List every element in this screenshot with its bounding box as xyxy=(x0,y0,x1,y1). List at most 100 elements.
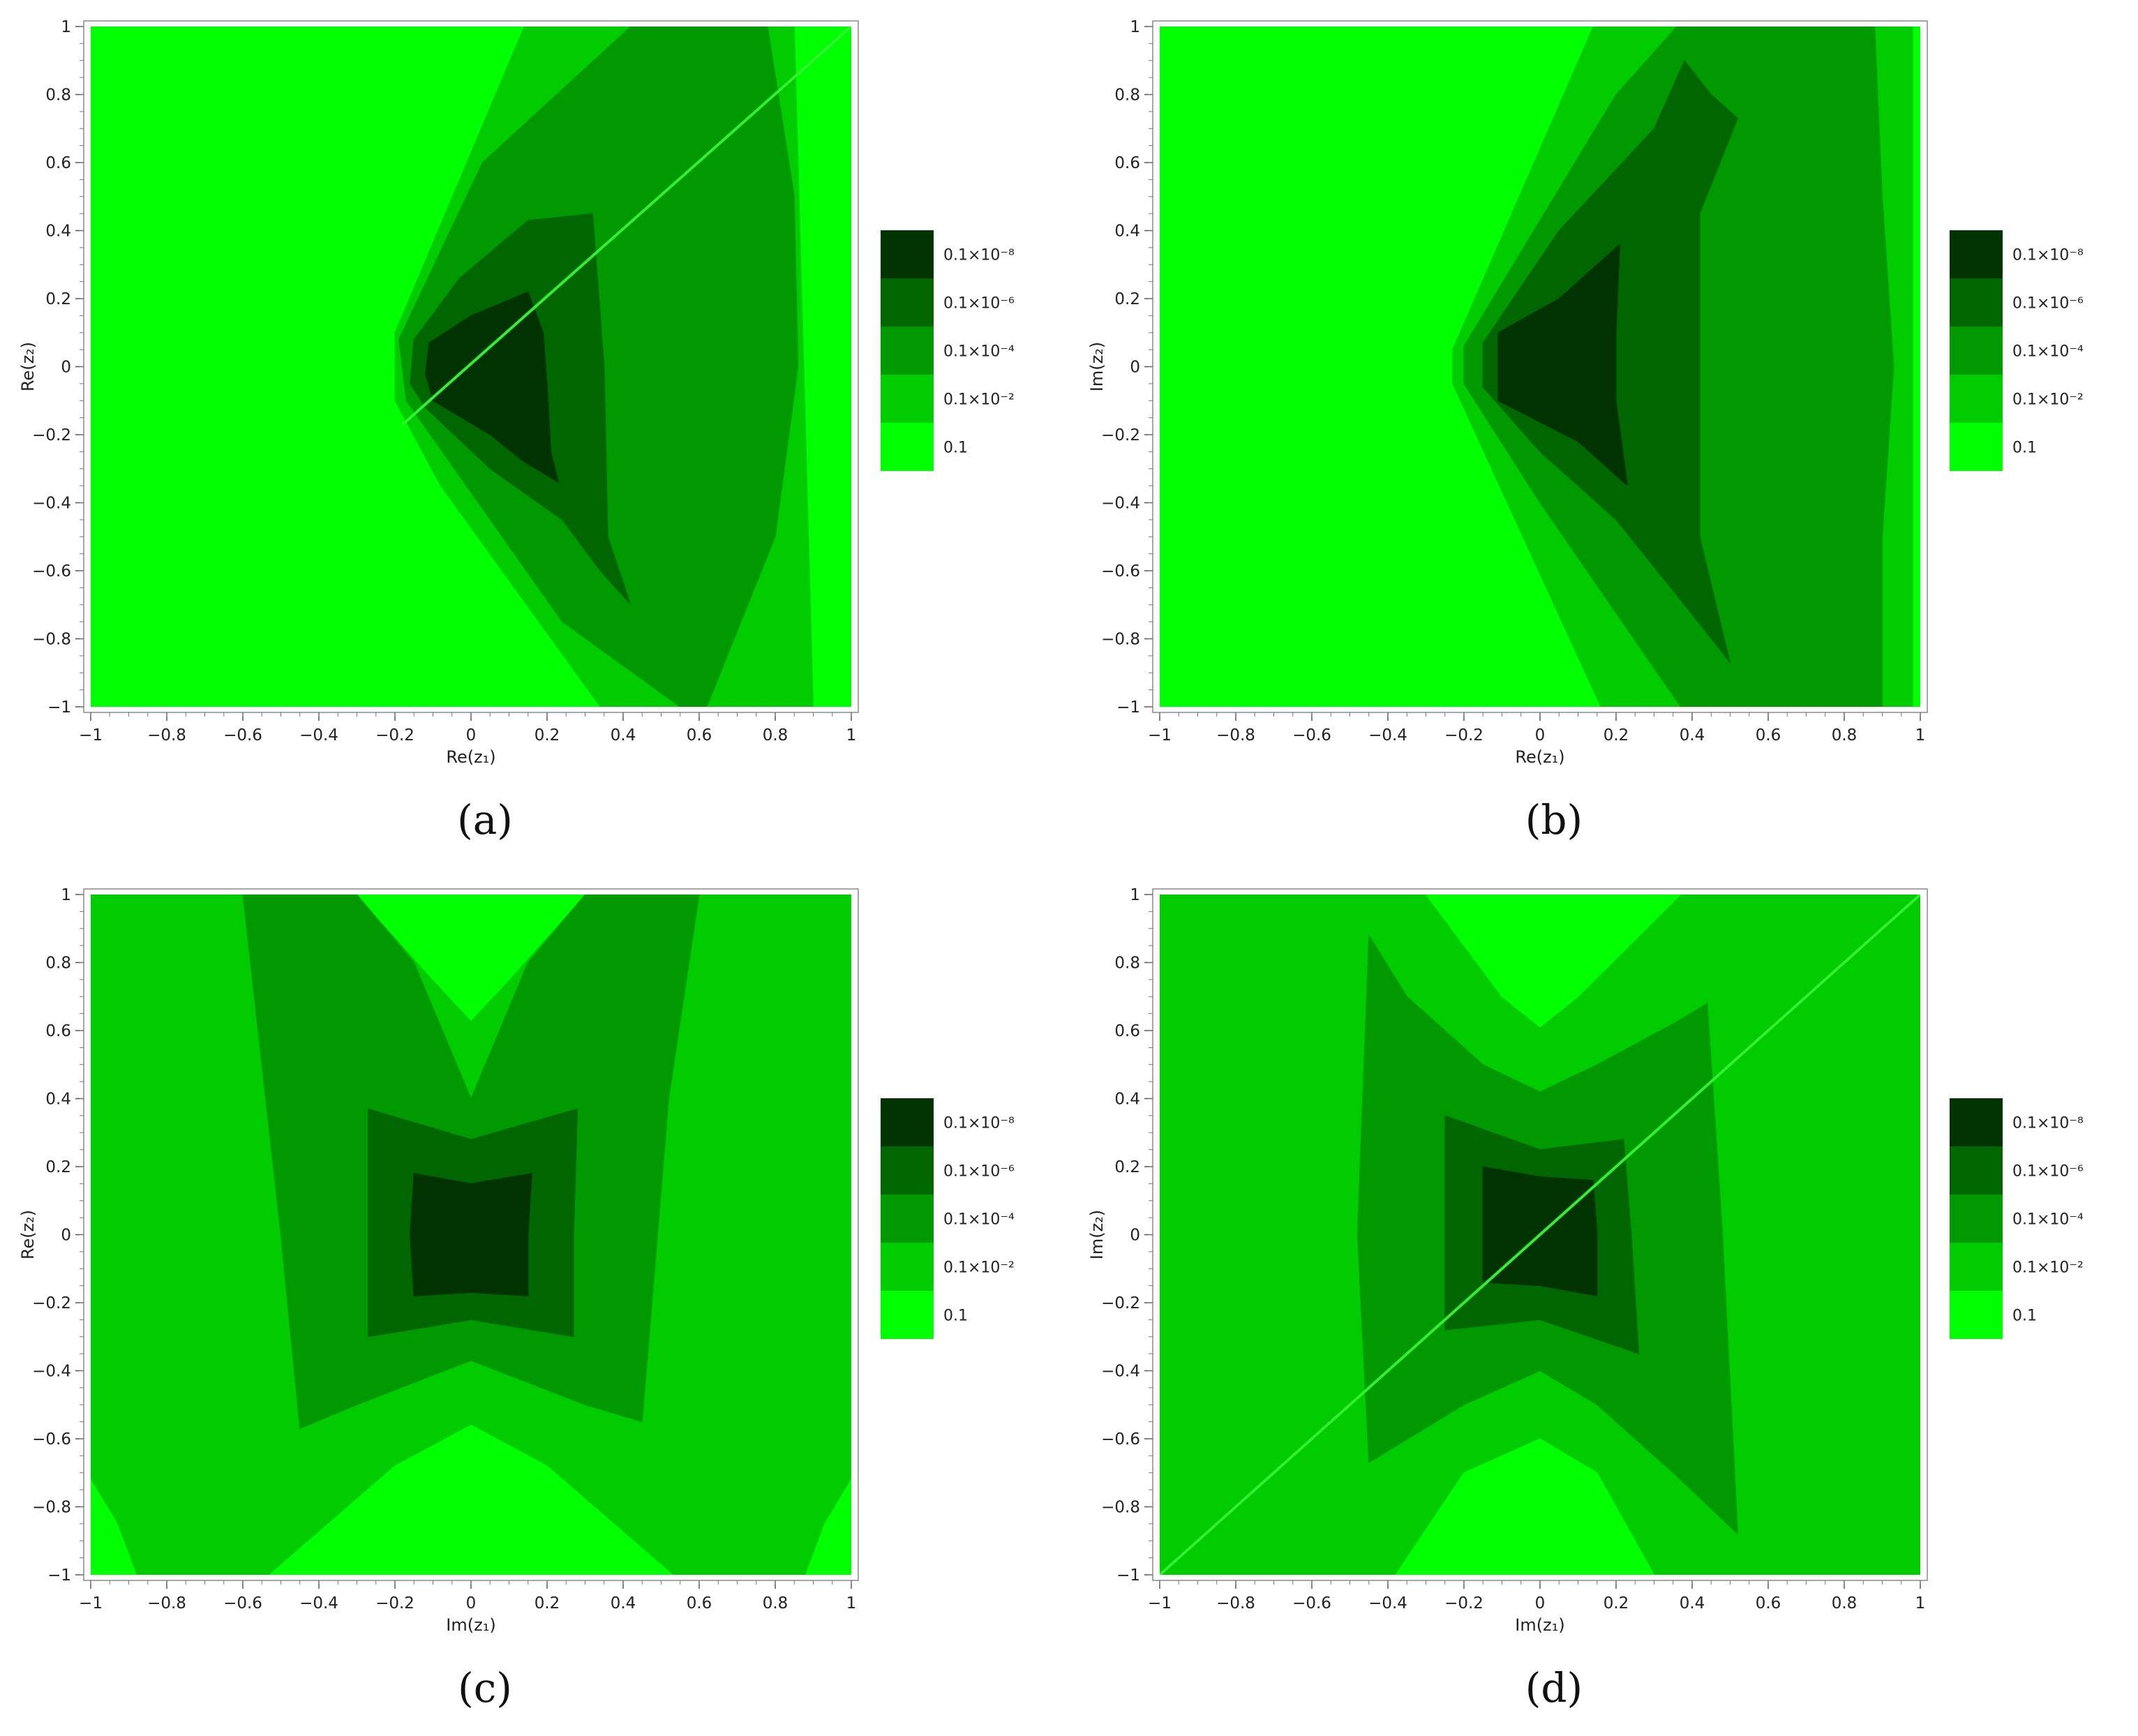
contour-region-level-4 xyxy=(410,1173,532,1296)
contour-group xyxy=(91,895,851,1575)
legend-swatch xyxy=(1950,375,2003,423)
x-tick-label: −0.2 xyxy=(375,1594,414,1612)
y-tick-label: −0.8 xyxy=(1101,1499,1140,1517)
contour-region-level-0 xyxy=(1395,1438,1654,1575)
legend-swatch xyxy=(881,1195,934,1243)
x-tick-label: 0.6 xyxy=(687,726,712,744)
legend-label: 0.1 xyxy=(943,1308,968,1325)
legend-label: 0.1×10⁻⁴ xyxy=(2012,1211,2084,1229)
x-tick-label: 0.2 xyxy=(534,726,560,744)
chart-svg: −1 −0.8 −0.6 −0.4 −0.2 0 0.2 0.4 0.6 0.8 1 −1 −0.8 −0… xyxy=(18,18,1015,844)
y-tick-label: −1 xyxy=(1116,1566,1140,1585)
panel-caption: (c) xyxy=(458,1664,512,1712)
legend-label: 0.1×10⁻⁶ xyxy=(2012,295,2084,313)
legend-swatch xyxy=(881,1098,934,1146)
y-tick-label: −0.4 xyxy=(32,495,71,513)
y-tick-label: −0.2 xyxy=(32,426,71,444)
x-tick-label: −1 xyxy=(79,1594,103,1612)
y-tick-label: 0.2 xyxy=(1114,1158,1140,1176)
y-tick-label: 0 xyxy=(61,359,71,377)
x-tick-label: 0.6 xyxy=(1756,1594,1781,1612)
x-tick-label: −0.4 xyxy=(299,726,338,744)
x-tick-label: −0.2 xyxy=(1444,726,1483,744)
y-tick-label: −1 xyxy=(47,1566,71,1585)
x-tick-label: 0.8 xyxy=(1832,726,1857,744)
x-tick-label: 0 xyxy=(1535,1594,1546,1612)
contour-region-level-0 xyxy=(357,895,585,1021)
y-tick-label: −0.6 xyxy=(1101,562,1140,581)
x-tick-label: −0.4 xyxy=(1368,1594,1407,1612)
x-tick-label: −0.8 xyxy=(147,1594,186,1612)
x-tick-label: −0.4 xyxy=(1368,726,1407,744)
x-tick-label: 1 xyxy=(1915,726,1926,744)
x-tick-label: 0.4 xyxy=(611,1594,636,1612)
legend-swatch xyxy=(881,327,934,375)
x-tick-label: −0.2 xyxy=(1444,1594,1483,1612)
y-tick-label: 0.6 xyxy=(1114,1022,1140,1040)
legend-swatch xyxy=(881,1146,934,1195)
y-tick-label: 1 xyxy=(1130,18,1140,36)
x-tick-label: 0.4 xyxy=(1680,1594,1705,1612)
panel-caption: (b) xyxy=(1525,796,1583,844)
panel-caption: (a) xyxy=(457,796,513,844)
legend-label: 0.1 xyxy=(943,440,968,457)
contour-region-level-4 xyxy=(1482,1166,1598,1296)
legend-label: 0.1×10⁻⁸ xyxy=(943,1115,1015,1132)
x-tick-label: −0.2 xyxy=(375,726,414,744)
contour-region-level-0 xyxy=(269,1425,673,1575)
contour-region-level-4 xyxy=(1497,244,1628,486)
legend-label: 0.1×10⁻⁶ xyxy=(943,1163,1015,1181)
x-tick-label: −0.6 xyxy=(1292,726,1331,744)
x-tick-label: 0.2 xyxy=(1604,1594,1629,1612)
y-tick-label: 0.8 xyxy=(1114,87,1140,105)
x-axis-title: Re(z₁) xyxy=(1515,747,1564,767)
x-tick-label: 0.6 xyxy=(1756,726,1781,744)
legend-label: 0.1×10⁻⁶ xyxy=(2012,1163,2084,1181)
y-tick-label: 0.6 xyxy=(45,1022,71,1040)
y-tick-label: 0.2 xyxy=(1114,290,1140,308)
legend-swatch xyxy=(881,423,934,471)
legend-label: 0.1×10⁻² xyxy=(2012,391,2084,409)
y-tick-label: −0.4 xyxy=(1101,495,1140,513)
contour-region-level-0 xyxy=(805,1479,851,1575)
legend-swatch xyxy=(1950,1243,2003,1291)
x-tick-label: −0.8 xyxy=(1216,726,1255,744)
x-tick-label: 0.2 xyxy=(1604,726,1629,744)
legend-label: 0.1×10⁻⁴ xyxy=(943,1211,1015,1229)
contour-group xyxy=(1160,27,1920,707)
x-tick-label: −0.8 xyxy=(147,726,186,744)
legend-label: 0.1×10⁻² xyxy=(2012,1259,2084,1277)
x-tick-label: −1 xyxy=(1148,726,1172,744)
x-tick-label: −1 xyxy=(79,726,103,744)
legend-label: 0.1 xyxy=(2012,440,2037,457)
diagonal-line xyxy=(1160,895,1920,1575)
legend-swatch xyxy=(881,278,934,327)
x-tick-label: 0 xyxy=(466,726,477,744)
x-tick-label: −0.4 xyxy=(299,1594,338,1612)
legend-label: 0.1×10⁻⁸ xyxy=(2012,1115,2084,1132)
y-tick-label: −0.6 xyxy=(1101,1430,1140,1449)
x-tick-label: 0.8 xyxy=(1832,1594,1857,1612)
y-tick-label: −0.8 xyxy=(32,1499,71,1517)
y-axis-title: Re(z₂) xyxy=(18,342,38,391)
y-tick-label: −0.4 xyxy=(1101,1363,1140,1381)
legend-label: 0.1×10⁻⁶ xyxy=(943,295,1015,313)
x-tick-label: 0 xyxy=(1535,726,1546,744)
diagonal-line xyxy=(401,27,851,426)
x-tick-label: −0.8 xyxy=(1216,1594,1255,1612)
x-tick-label: −0.6 xyxy=(223,1594,262,1612)
legend-label: 0.1×10⁻⁸ xyxy=(2012,247,2084,264)
y-tick-label: −0.8 xyxy=(32,631,71,649)
legend-swatch xyxy=(881,1291,934,1339)
contour-group xyxy=(1160,895,1920,1575)
y-tick-label: 0.2 xyxy=(45,1158,71,1176)
x-tick-label: 0.4 xyxy=(1680,726,1705,744)
y-tick-label: 0.8 xyxy=(45,87,71,105)
y-tick-label: 0 xyxy=(1130,1227,1140,1245)
x-axis-title: Re(z₁) xyxy=(446,747,495,767)
legend-label: 0.1×10⁻² xyxy=(943,1259,1015,1277)
legend-swatch xyxy=(1950,423,2003,471)
y-tick-label: −0.6 xyxy=(32,562,71,581)
y-tick-label: 0.2 xyxy=(45,290,71,308)
x-tick-label: 0.6 xyxy=(687,1594,712,1612)
